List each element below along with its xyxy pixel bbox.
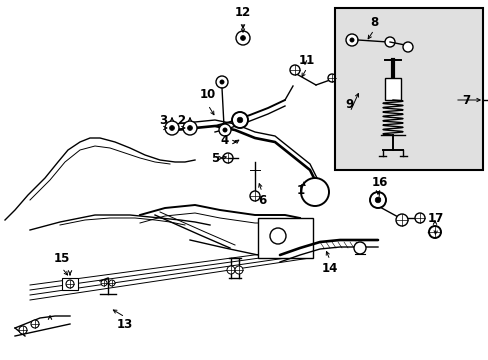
Text: 12: 12 bbox=[234, 5, 251, 18]
Text: 8: 8 bbox=[369, 15, 377, 28]
Circle shape bbox=[402, 42, 412, 52]
Text: 3: 3 bbox=[159, 113, 167, 126]
Text: 6: 6 bbox=[257, 194, 265, 207]
Text: 15: 15 bbox=[54, 252, 70, 265]
Circle shape bbox=[109, 280, 115, 286]
Circle shape bbox=[249, 191, 260, 201]
Circle shape bbox=[289, 65, 299, 75]
Circle shape bbox=[31, 320, 39, 328]
Text: 10: 10 bbox=[200, 89, 216, 102]
Text: 17: 17 bbox=[427, 211, 443, 225]
Text: 5: 5 bbox=[210, 152, 219, 165]
Circle shape bbox=[353, 242, 365, 254]
Text: 4: 4 bbox=[221, 134, 229, 147]
Circle shape bbox=[240, 36, 245, 40]
Text: 14: 14 bbox=[321, 261, 338, 274]
Circle shape bbox=[231, 112, 247, 128]
Bar bbox=[62, 278, 78, 290]
Circle shape bbox=[226, 266, 235, 274]
Circle shape bbox=[183, 121, 197, 135]
Circle shape bbox=[220, 80, 224, 84]
Circle shape bbox=[216, 76, 227, 88]
Circle shape bbox=[346, 34, 357, 46]
Text: 11: 11 bbox=[298, 54, 314, 67]
Circle shape bbox=[428, 226, 440, 238]
Text: 9: 9 bbox=[345, 98, 353, 111]
Circle shape bbox=[384, 37, 394, 47]
Circle shape bbox=[395, 214, 407, 226]
Text: 1: 1 bbox=[296, 184, 305, 197]
Bar bbox=[258, 218, 312, 258]
Text: 16: 16 bbox=[371, 175, 387, 189]
Circle shape bbox=[236, 31, 249, 45]
Circle shape bbox=[235, 266, 243, 274]
Text: 7: 7 bbox=[461, 94, 469, 107]
Circle shape bbox=[223, 153, 232, 163]
Circle shape bbox=[269, 228, 285, 244]
Circle shape bbox=[223, 128, 226, 132]
Text: 2: 2 bbox=[177, 113, 184, 126]
Circle shape bbox=[66, 280, 74, 288]
Circle shape bbox=[414, 213, 424, 223]
Circle shape bbox=[327, 74, 335, 82]
Circle shape bbox=[349, 38, 353, 42]
Circle shape bbox=[164, 121, 179, 135]
Circle shape bbox=[369, 192, 385, 208]
Bar bbox=[334, 8, 482, 170]
Circle shape bbox=[237, 117, 243, 123]
Circle shape bbox=[374, 197, 380, 203]
Circle shape bbox=[187, 126, 192, 130]
Circle shape bbox=[19, 326, 27, 334]
Circle shape bbox=[101, 280, 107, 286]
Bar bbox=[384, 78, 400, 100]
Circle shape bbox=[301, 178, 328, 206]
Circle shape bbox=[219, 124, 230, 136]
Circle shape bbox=[169, 126, 174, 130]
Text: 13: 13 bbox=[117, 319, 133, 332]
